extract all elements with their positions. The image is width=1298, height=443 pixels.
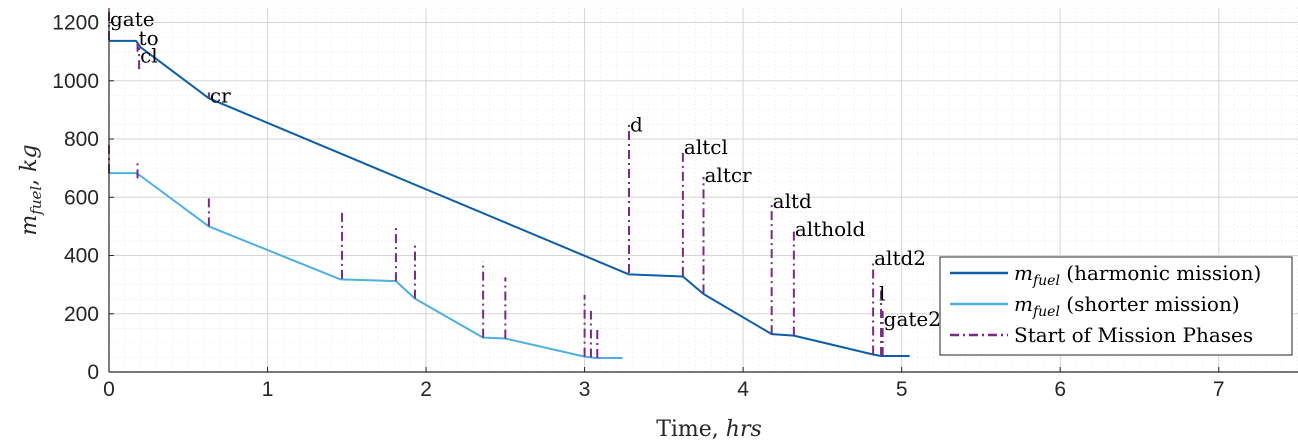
y-tick-label: 600 <box>64 186 99 209</box>
phase-label: cr <box>210 83 231 107</box>
x-tick-label: 3 <box>579 378 591 401</box>
phase-label: cl <box>140 43 158 67</box>
phase-label: d <box>630 113 643 137</box>
y-tick-label: 200 <box>64 303 99 326</box>
tick-labels: 0 1 2 3 4 5 6 7 0 200 400 600 800 1000 1200 <box>52 12 1224 401</box>
x-tick-label: 2 <box>420 378 432 401</box>
y-tick-label: 800 <box>64 128 99 151</box>
x-tick-label: 0 <box>103 378 115 401</box>
phase-label: to <box>139 26 159 50</box>
phase-label: altd2 <box>874 246 926 270</box>
y-tick-label: 1200 <box>52 12 99 35</box>
phase-label: l <box>879 281 885 305</box>
x-tick-label: 1 <box>262 378 274 401</box>
phase-label: altd <box>773 189 812 213</box>
y-tick-label: 400 <box>64 245 99 268</box>
series-line-shorter <box>109 172 623 359</box>
x-tick-label: 7 <box>1213 378 1225 401</box>
y-axis-label: mfuel, kg <box>17 144 45 235</box>
y-tick-label: 1000 <box>52 70 99 93</box>
x-tick-label: 5 <box>896 378 908 401</box>
axes <box>108 8 1298 373</box>
legend-label-harmonic: mfuel (harmonic mission) <box>1014 261 1261 289</box>
series-line-harmonic <box>109 39 910 357</box>
legend-label-shorter: mfuel (shorter mission) <box>1014 292 1240 320</box>
x-tick-label: 4 <box>737 378 749 401</box>
phase-label: altcl <box>684 135 728 159</box>
legend-label-phases: Start of Mission Phases <box>1014 323 1253 347</box>
phase-label: gate <box>110 7 155 31</box>
x-axis-label: Time, hrs <box>656 417 762 442</box>
x-tick-label: 6 <box>1054 378 1066 401</box>
phase-label: gate2 <box>884 307 941 331</box>
phase-label: althold <box>795 217 866 241</box>
y-tick-label: 0 <box>87 361 99 384</box>
legend: mfuel (harmonic mission) mfuel (shorter … <box>939 256 1293 356</box>
phase-label: altcr <box>705 163 753 187</box>
phase-markers <box>108 10 884 359</box>
